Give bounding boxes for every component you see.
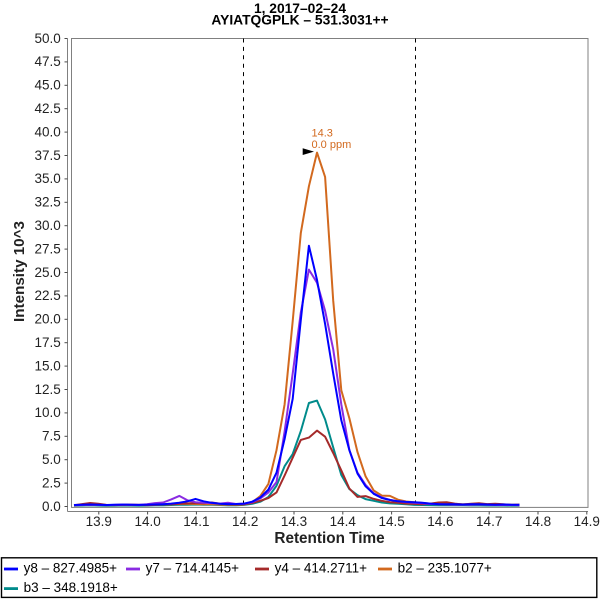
svg-text:25.0: 25.0: [35, 265, 61, 280]
svg-text:14.9: 14.9: [574, 514, 600, 529]
svg-text:14.0: 14.0: [134, 514, 160, 529]
svg-text:40.0: 40.0: [35, 124, 61, 139]
svg-text:42.5: 42.5: [35, 101, 61, 116]
svg-text:35.0: 35.0: [35, 171, 61, 186]
svg-text:5.0: 5.0: [42, 452, 61, 467]
svg-text:AYIATQGPLK – 531.3031++: AYIATQGPLK – 531.3031++: [211, 12, 388, 27]
svg-text:12.5: 12.5: [35, 382, 61, 397]
svg-text:14.3: 14.3: [312, 128, 333, 140]
svg-text:14.4: 14.4: [330, 514, 357, 529]
svg-text:y7 – 714.4145+: y7 – 714.4145+: [146, 561, 240, 576]
svg-text:14.1: 14.1: [183, 514, 209, 529]
svg-text:17.5: 17.5: [35, 335, 61, 350]
svg-text:14.5: 14.5: [378, 514, 404, 529]
svg-text:b2 – 235.1077+: b2 – 235.1077+: [398, 561, 492, 576]
svg-text:10.0: 10.0: [35, 405, 61, 420]
svg-text:y4 – 414.2711+: y4 – 414.2711+: [275, 561, 368, 576]
svg-text:14.2: 14.2: [232, 514, 258, 529]
svg-text:14.3: 14.3: [281, 514, 307, 529]
svg-text:50.0: 50.0: [35, 31, 61, 46]
svg-text:0.0: 0.0: [42, 499, 61, 514]
svg-text:14.8: 14.8: [525, 514, 551, 529]
svg-text:20.0: 20.0: [35, 312, 61, 327]
svg-text:22.5: 22.5: [35, 288, 61, 303]
svg-text:47.5: 47.5: [35, 54, 61, 69]
svg-text:45.0: 45.0: [35, 78, 61, 93]
svg-text:y8 – 827.4985+: y8 – 827.4985+: [24, 561, 118, 576]
svg-text:Retention Time: Retention Time: [274, 530, 384, 547]
svg-text:32.5: 32.5: [35, 195, 61, 210]
svg-text:13.9: 13.9: [86, 514, 112, 529]
svg-text:2.5: 2.5: [42, 475, 61, 490]
svg-text:27.5: 27.5: [35, 241, 61, 256]
svg-text:14.7: 14.7: [476, 514, 502, 529]
svg-text:Intensity 10^3: Intensity 10^3: [11, 221, 28, 322]
svg-text:b3 – 348.1918+: b3 – 348.1918+: [24, 580, 118, 595]
svg-text:1, 2017–02–24: 1, 2017–02–24: [254, 1, 346, 16]
svg-text:15.0: 15.0: [35, 358, 61, 373]
svg-text:30.0: 30.0: [35, 218, 61, 233]
svg-text:14.6: 14.6: [427, 514, 453, 529]
svg-text:37.5: 37.5: [35, 148, 61, 163]
svg-text:0.0 ppm: 0.0 ppm: [312, 139, 352, 151]
svg-text:7.5: 7.5: [42, 429, 61, 444]
